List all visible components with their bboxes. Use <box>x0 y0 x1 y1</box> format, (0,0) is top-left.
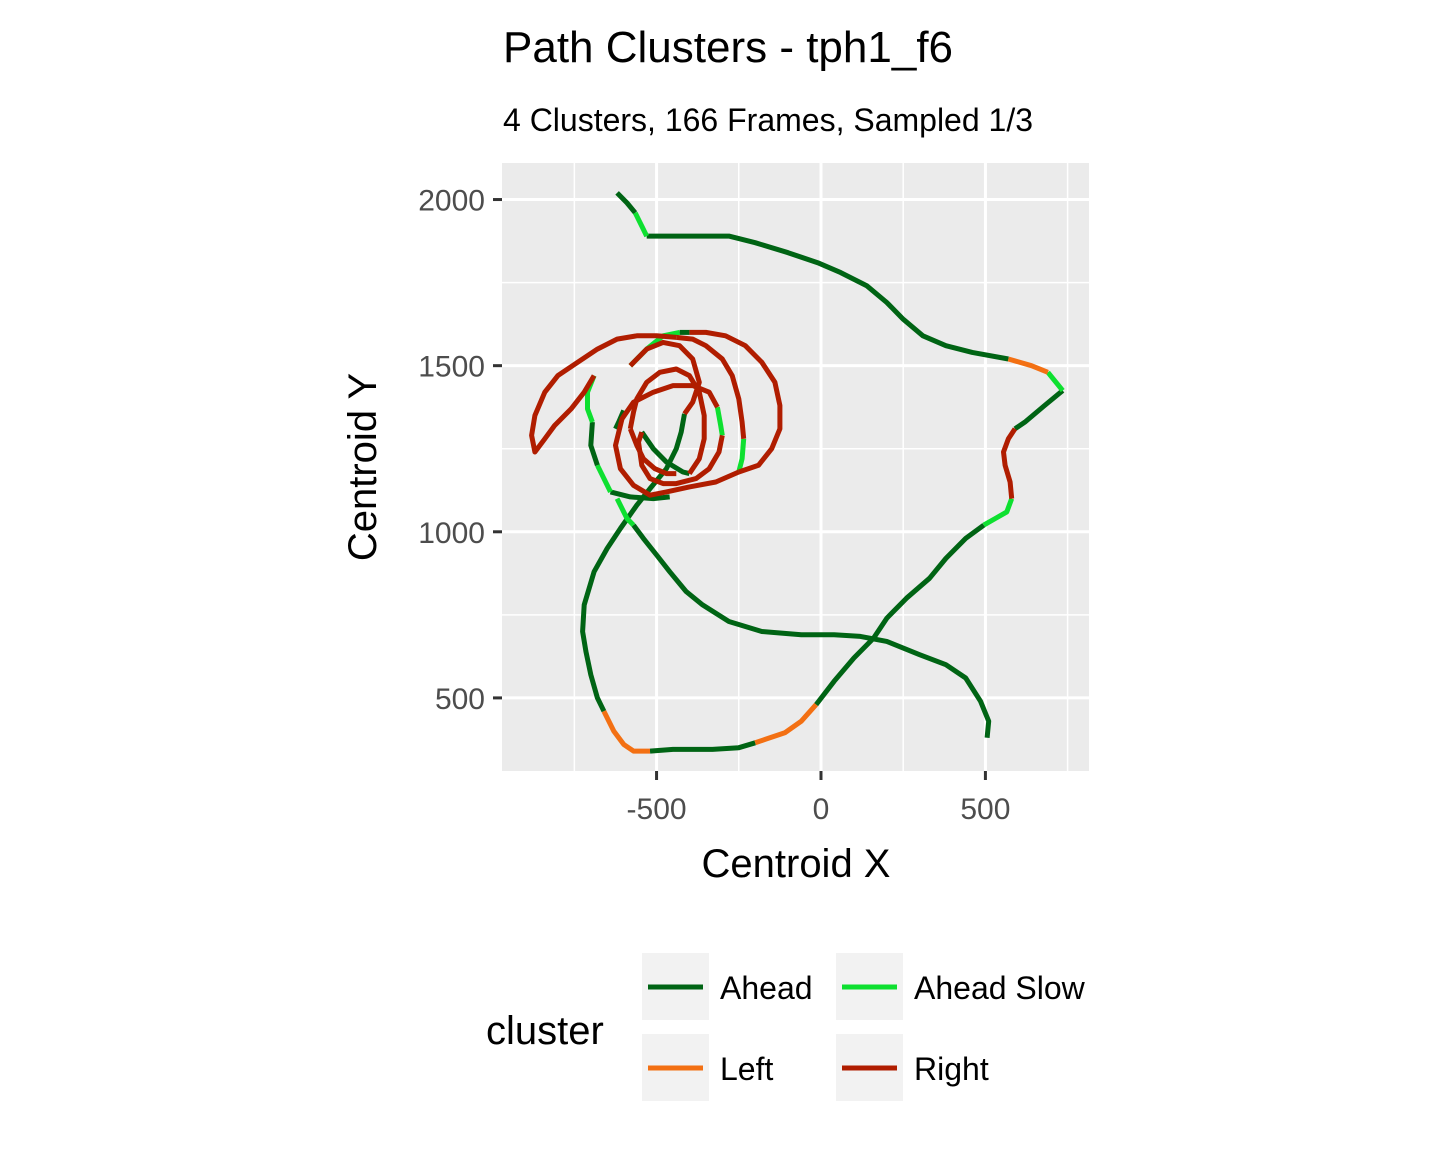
legend-keys: Ahead Ahead Slow Left Right <box>642 953 1086 1101</box>
path-segment-right <box>628 339 702 416</box>
path-segment-right <box>676 334 747 440</box>
legend-label-right: Right <box>914 1051 989 1087</box>
x-tick-label: 500 <box>960 793 1010 826</box>
path-segment-ahead-slow <box>982 497 1015 528</box>
legend: cluster Ahead Ahead Slow Left Right <box>486 953 1086 1101</box>
path-segment-right <box>1001 427 1018 499</box>
path-segment-ahead <box>588 421 600 467</box>
path-segment-right <box>627 427 677 477</box>
chart-subtitle: 4 Clusters, 166 Frames, Sampled 1/3 <box>503 102 1033 138</box>
y-tick-label: 1500 <box>418 351 485 384</box>
legend-title: cluster <box>486 1009 604 1053</box>
path-segment-left <box>754 702 818 746</box>
path-segment-ahead <box>1013 388 1065 431</box>
path-segment-right <box>627 366 707 475</box>
y-tick-label: 500 <box>435 683 485 716</box>
path-segment-ahead <box>649 740 756 754</box>
path-segment-ahead-slow <box>614 497 636 527</box>
path-segment-ahead <box>631 523 992 739</box>
path-segment-ahead <box>580 413 687 713</box>
y-axis-label: Centroid Y <box>341 373 385 561</box>
y-tick-label: 2000 <box>418 185 485 218</box>
path-segment-ahead <box>646 233 1009 362</box>
legend-label-ahead-slow: Ahead Slow <box>914 970 1086 1006</box>
chart-title: Path Clusters - tph1_f6 <box>503 23 953 72</box>
path-segment-ahead <box>639 430 690 477</box>
path-segment-left <box>1007 356 1049 375</box>
path-segment-right <box>529 333 677 455</box>
y-tick-label: 1000 <box>418 517 485 550</box>
path-segment-ahead-slow <box>1045 370 1065 393</box>
legend-label-ahead: Ahead <box>720 970 813 1006</box>
axis-ticks: -500 0 500 500 1000 1500 2000 <box>418 185 1010 826</box>
path-segment-ahead-slow <box>595 464 613 494</box>
path-segment-ahead-slow <box>714 406 725 436</box>
path-segment-ahead <box>615 191 638 215</box>
path-segment-ahead <box>814 523 986 707</box>
x-tick-label: 0 <box>813 793 830 826</box>
path-segment-ahead-slow <box>632 211 649 238</box>
x-tick-label: -500 <box>627 793 687 826</box>
path-segment-left <box>601 710 650 754</box>
path-segment-ahead-slow <box>736 438 747 473</box>
legend-label-left: Left <box>720 1051 773 1087</box>
series-layer <box>529 191 1065 754</box>
x-axis-label: Centroid X <box>702 842 891 886</box>
path-segment-right <box>613 383 740 498</box>
path-segment-right <box>689 329 783 475</box>
